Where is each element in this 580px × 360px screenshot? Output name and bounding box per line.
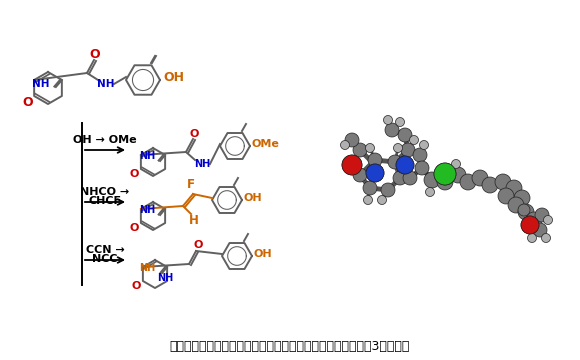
Circle shape — [518, 204, 530, 216]
Circle shape — [413, 148, 427, 162]
Text: OMe: OMe — [252, 139, 280, 149]
Circle shape — [385, 123, 399, 137]
Circle shape — [415, 161, 429, 175]
Circle shape — [398, 128, 412, 142]
Text: OH: OH — [163, 71, 184, 84]
Circle shape — [450, 167, 466, 183]
Text: NH: NH — [139, 263, 155, 273]
Circle shape — [426, 188, 434, 197]
Circle shape — [514, 190, 530, 206]
Circle shape — [396, 156, 414, 174]
Circle shape — [401, 143, 415, 157]
Circle shape — [342, 155, 362, 175]
Circle shape — [434, 163, 456, 185]
Circle shape — [383, 116, 393, 125]
Circle shape — [437, 174, 453, 190]
Circle shape — [521, 216, 539, 234]
Text: O: O — [131, 281, 141, 291]
Text: CCN →: CCN → — [86, 245, 124, 255]
Circle shape — [368, 153, 382, 167]
Text: O: O — [90, 48, 100, 60]
Circle shape — [366, 164, 384, 182]
Circle shape — [340, 140, 350, 149]
Text: O: O — [193, 240, 202, 250]
Circle shape — [424, 172, 440, 188]
Circle shape — [460, 174, 476, 190]
Circle shape — [396, 117, 404, 126]
Text: OH: OH — [244, 193, 263, 203]
Text: OH → OMe: OH → OMe — [73, 135, 137, 145]
Circle shape — [506, 180, 522, 196]
Circle shape — [381, 183, 395, 197]
Circle shape — [353, 143, 367, 157]
Text: O: O — [129, 223, 139, 233]
Text: O: O — [23, 95, 33, 108]
Text: NH: NH — [32, 79, 50, 89]
Circle shape — [482, 177, 498, 193]
Circle shape — [393, 171, 407, 185]
Circle shape — [419, 140, 429, 149]
Circle shape — [472, 170, 488, 186]
Circle shape — [533, 223, 547, 237]
Circle shape — [409, 135, 419, 144]
Circle shape — [451, 159, 461, 168]
Circle shape — [508, 197, 524, 213]
Text: H: H — [189, 213, 199, 226]
Text: NH: NH — [157, 273, 173, 283]
Circle shape — [543, 216, 553, 225]
Text: O: O — [189, 129, 199, 139]
Text: NH: NH — [194, 159, 210, 169]
Text: NCC: NCC — [92, 254, 118, 264]
Circle shape — [527, 234, 536, 243]
Circle shape — [434, 163, 456, 185]
Text: 変換ルールに基づき既存リガンドを自動変換。右は変換後の3次元構造: 変換ルールに基づき既存リガンドを自動変換。右は変換後の3次元構造 — [170, 339, 410, 352]
Circle shape — [365, 144, 375, 153]
Circle shape — [396, 156, 414, 174]
Text: NHCO →: NHCO → — [81, 187, 129, 197]
Text: NH: NH — [97, 79, 115, 89]
Circle shape — [518, 204, 534, 220]
Circle shape — [521, 216, 539, 234]
Circle shape — [366, 164, 384, 182]
Circle shape — [342, 155, 362, 175]
Text: NH: NH — [139, 205, 155, 215]
Circle shape — [364, 195, 372, 204]
Circle shape — [403, 171, 417, 185]
Circle shape — [535, 208, 549, 222]
Text: OH: OH — [254, 249, 273, 259]
Circle shape — [393, 144, 403, 153]
Text: CHCF: CHCF — [89, 196, 121, 206]
Circle shape — [542, 234, 550, 243]
Circle shape — [378, 195, 386, 204]
Circle shape — [388, 155, 402, 169]
Circle shape — [526, 212, 542, 228]
Text: O: O — [129, 169, 139, 179]
Text: NH: NH — [139, 151, 155, 161]
Circle shape — [498, 188, 514, 204]
Circle shape — [363, 181, 377, 195]
Text: F: F — [187, 177, 195, 190]
Circle shape — [345, 133, 359, 147]
Circle shape — [353, 168, 367, 182]
Circle shape — [495, 174, 511, 190]
